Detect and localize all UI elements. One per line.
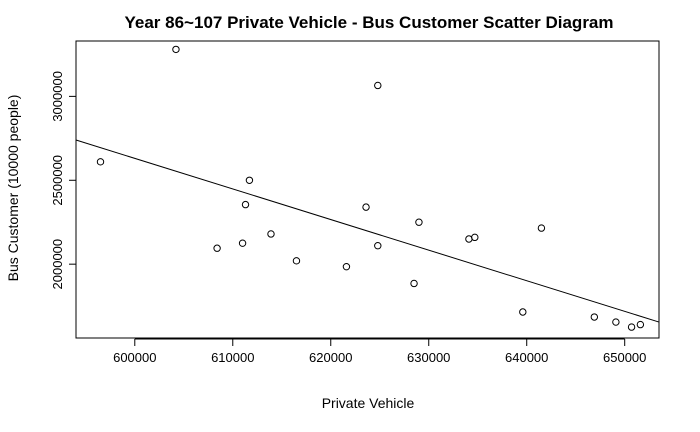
data-point — [636, 320, 645, 329]
regression-line-group — [75, 139, 660, 323]
data-point — [415, 218, 423, 226]
y-tick-label: 2500000 — [50, 155, 65, 206]
x-axis: 600000 610000 620000 630000 640000 650000 — [113, 338, 646, 365]
data-point — [627, 323, 636, 331]
data-point — [519, 308, 527, 316]
data-point — [267, 230, 275, 238]
data-point — [471, 233, 479, 242]
data-point — [245, 176, 254, 184]
data-point — [590, 313, 599, 321]
data-point — [213, 244, 221, 252]
x-tick-label: 640000 — [505, 350, 548, 365]
data-point — [612, 318, 620, 326]
data-point — [362, 203, 370, 211]
data-point — [241, 200, 250, 209]
data-point — [374, 81, 382, 90]
x-axis-label: Private Vehicle — [322, 395, 415, 411]
y-axis: 2000000 2500000 3000000 — [50, 71, 77, 290]
data-point — [96, 158, 105, 166]
data-point — [537, 224, 546, 232]
x-tick-label: 650000 — [603, 350, 646, 365]
y-tick-label: 2000000 — [50, 239, 65, 290]
x-tick-label: 620000 — [309, 350, 352, 365]
y-axis-label: Bus Customer (10000 people) — [5, 95, 21, 282]
y-tick-label: 3000000 — [50, 71, 65, 122]
data-point — [374, 242, 382, 250]
data-points — [96, 45, 645, 331]
data-point — [172, 45, 180, 54]
x-tick-label: 610000 — [211, 350, 254, 365]
data-point — [410, 279, 418, 288]
regression-line — [75, 139, 660, 323]
x-tick-label: 600000 — [113, 350, 156, 365]
chart-title: Year 86~107 Private Vehicle - Bus Custom… — [125, 13, 614, 32]
data-point — [238, 239, 247, 247]
x-tick-label: 630000 — [407, 350, 450, 365]
data-point — [342, 262, 351, 271]
data-point — [292, 257, 301, 265]
plot-frame — [75, 40, 660, 339]
